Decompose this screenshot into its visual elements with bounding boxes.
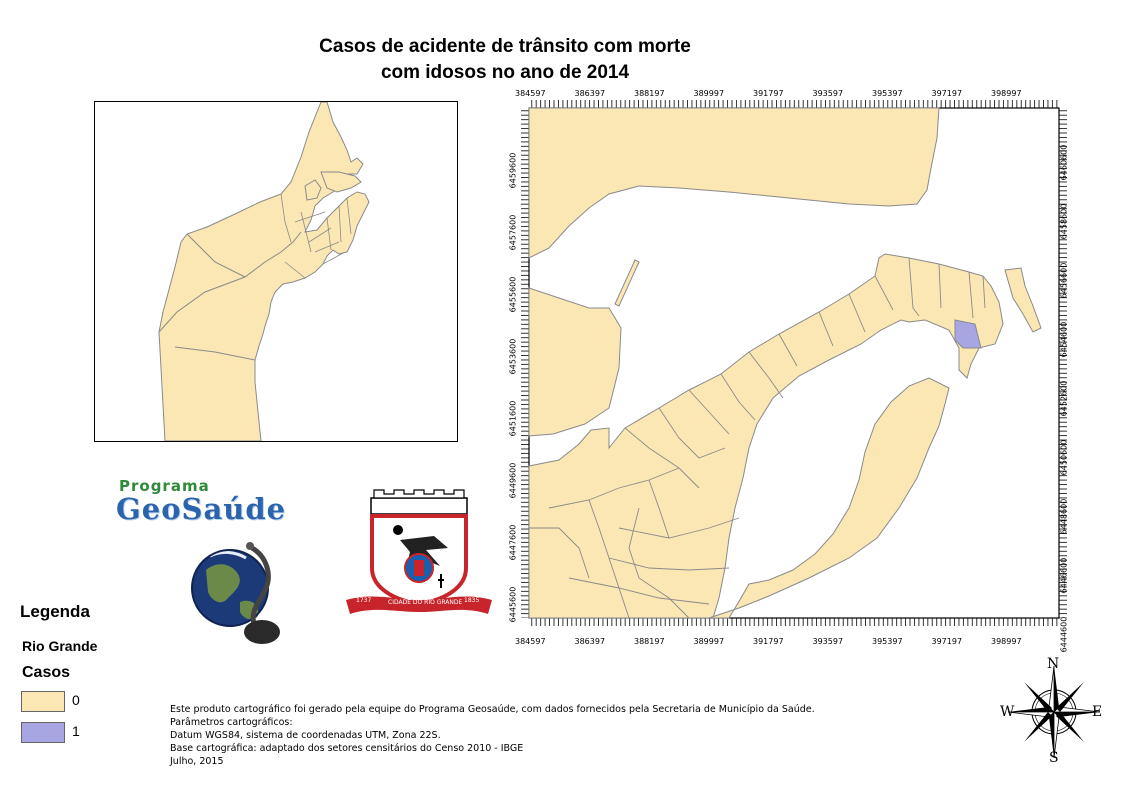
credits-line: Este produto cartográfico foi gerado pel…	[170, 704, 815, 715]
x-tick-label-bottom: 386397	[574, 637, 606, 646]
compass-s: S	[1049, 750, 1059, 766]
y-tick-label-right: 6458600	[1059, 203, 1069, 240]
coat-of-arms-logo: 1737 CIDADE DO RIO GRANDE 1835	[344, 488, 494, 623]
y-tick-label-right: 6452600	[1059, 380, 1069, 417]
legend-swatch-1	[21, 722, 65, 743]
compass-e: E	[1092, 704, 1103, 720]
coat-banner-left: 1737	[356, 597, 372, 604]
x-tick-label-top: 386397	[574, 89, 606, 98]
coat-banner-mid: CIDADE DO RIO GRANDE	[388, 599, 463, 606]
y-tick-label-left: 6459600	[508, 152, 518, 189]
globe-stethoscope-icon	[188, 540, 284, 646]
x-tick-label-top: 398997	[991, 89, 1022, 98]
x-tick-label-bottom: 384597	[515, 637, 546, 646]
x-tick-label-top: 391797	[753, 89, 784, 98]
y-tick-label-right: 6456600	[1059, 262, 1069, 299]
legend-swatch-0	[21, 691, 65, 712]
main-map-graticule	[521, 100, 1067, 626]
credits-line: Parâmetros cartográficos:	[170, 717, 293, 728]
map-title: Casos de acidente de trânsito com morte …	[250, 34, 760, 86]
map-title-line2: com idosos no ano de 2014	[380, 62, 630, 83]
compass-n: N	[1047, 656, 1060, 672]
locator-map	[94, 101, 458, 442]
program-name: GeoSaúde	[116, 492, 287, 526]
x-tick-label-bottom: 395397	[872, 637, 903, 646]
x-tick-label-bottom: 391797	[753, 637, 784, 646]
map-credits: Este produto cartográfico foi gerado pel…	[170, 703, 815, 768]
x-tick-label-top: 389997	[693, 89, 725, 98]
x-tick-label-bottom: 398997	[991, 637, 1022, 646]
y-tick-label-left: 6451600	[508, 400, 518, 437]
main-map: 384597 384597 386397 386397 388197 388197 3899…	[508, 88, 1069, 653]
y-tick-label-right: 6446600	[1059, 557, 1069, 594]
x-tick-label-bottom: 389997	[693, 637, 725, 646]
x-tick-label-bottom: 388197	[634, 637, 665, 646]
x-tick-label-top: 397197	[931, 89, 963, 98]
x-tick-label-top: 395397	[872, 89, 903, 98]
legend-label-0: 0	[72, 692, 80, 708]
legend-title: Legenda	[20, 602, 90, 621]
x-tick-label-bottom: 397197	[931, 637, 963, 646]
coat-banner-right: 1835	[464, 597, 480, 604]
legend-label-1: 1	[72, 723, 80, 739]
x-tick-label-top: 384597	[515, 89, 546, 98]
y-tick-label-left: 6447600	[508, 524, 518, 561]
y-tick-label-right: 6454600	[1059, 321, 1069, 358]
credits-line: Julho, 2015	[170, 756, 224, 767]
legend-field: Casos	[22, 664, 71, 681]
x-tick-label-top: 388197	[634, 89, 665, 98]
compass-rose-icon: N S E W	[996, 656, 1108, 768]
y-tick-label-right: 6444600	[1059, 616, 1069, 653]
x-tick-label-top: 393597	[812, 89, 844, 98]
locator-map-shape	[158, 102, 370, 441]
y-tick-label-right: 6450600	[1059, 439, 1069, 476]
y-tick-label-right: 6448600	[1059, 498, 1069, 535]
credits-line: Datum WGS84, sistema de coordenadas UTM,…	[170, 730, 441, 741]
legend-layer: Rio Grande	[22, 638, 98, 654]
y-tick-label-right: 6460600	[1059, 144, 1069, 181]
program-label: Programa	[119, 477, 210, 495]
y-tick-label-left: 6445600	[508, 586, 518, 623]
y-tick-label-left: 6455600	[508, 276, 518, 313]
y-tick-label-left: 6449600	[508, 462, 518, 499]
credits-line: Base cartográfica: adaptado dos setores …	[170, 743, 524, 754]
x-tick-label-bottom: 393597	[812, 637, 844, 646]
compass-w: W	[1000, 704, 1015, 720]
map-title-line1: Casos de acidente de trânsito com morte	[319, 36, 691, 57]
y-tick-label-left: 6457600	[508, 214, 518, 251]
y-tick-label-left: 6453600	[508, 338, 518, 375]
